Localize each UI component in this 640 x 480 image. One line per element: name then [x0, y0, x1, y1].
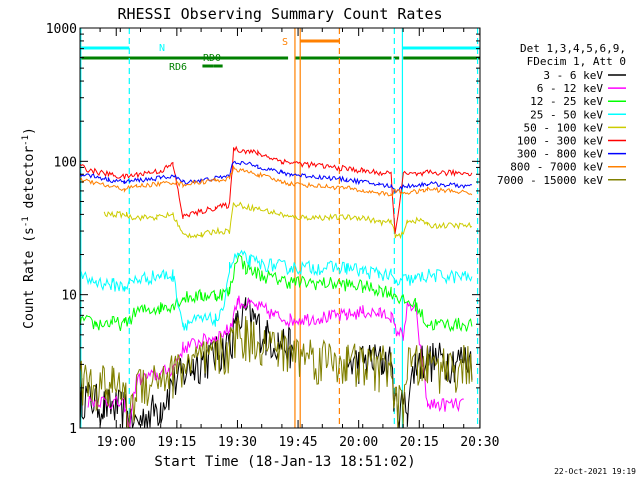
- legend-label-3: 25 - 50 keV: [530, 108, 603, 121]
- x-tick-label-4: 20:00: [339, 435, 378, 450]
- legend-label-6: 300 - 800 keV: [517, 148, 603, 161]
- y-axis: 1 10 100 1000: [46, 22, 480, 437]
- legend-label-7: 800 - 7000 keV: [510, 161, 603, 174]
- legend-header-1: Det 1,3,4,5,6,9,: [520, 42, 626, 55]
- series-12-25-kev: [79, 253, 473, 333]
- y-label-sup-1: -1: [21, 216, 31, 227]
- legend-label-8: 7000 - 15000 keV: [497, 174, 603, 187]
- series-25-50-kev: [79, 249, 473, 331]
- legend-label-2: 12 - 25 keV: [530, 95, 603, 108]
- y-label-main: Count Rate (s: [22, 227, 37, 329]
- series-300-800-kev: [79, 160, 472, 194]
- y-tick-label-2: 100: [54, 155, 77, 170]
- legend-label-0: 3 - 6 keV: [543, 69, 603, 82]
- footer-date: 22-Oct-2021 19:19: [554, 467, 636, 476]
- status-bars: [80, 39, 480, 68]
- x-tick-label-0: 19:00: [97, 435, 136, 450]
- series-50-100-kev: [103, 201, 473, 240]
- series-6-12-kev: [87, 295, 464, 429]
- y-label-mid: detector: [22, 146, 37, 217]
- legend-label-4: 50 - 100 keV: [524, 121, 604, 134]
- data-series: [79, 145, 473, 429]
- x-tick-label-1: 19:15: [157, 435, 196, 450]
- y-axis-label: Count Rate (s-1 detector-1): [21, 127, 37, 329]
- series-7000-15000-kev: [79, 316, 473, 429]
- x-axis-label: Start Time (18-Jan-13 18:51:02): [154, 454, 415, 470]
- annotation-rd6: RD6: [169, 62, 187, 73]
- y-tick-label-3: 1000: [46, 22, 77, 37]
- x-tick-label-2: 19:30: [218, 435, 257, 450]
- x-tick-label-6: 20:30: [460, 435, 499, 450]
- legend: Det 1,3,4,5,6,9, FDecim 1, Att 0 3 - 6 k…: [497, 42, 626, 187]
- legend-header-2: FDecim 1, Att 0: [527, 55, 626, 68]
- x-axis: 19:00 19:15 19:30 19:45 20:00 20:15 20:30: [97, 28, 499, 450]
- annotations: N RD0 RD6 S: [159, 37, 288, 73]
- series-100-300-kev: [79, 145, 473, 234]
- plot-frame: [79, 27, 481, 429]
- annotation-s: S: [282, 37, 288, 48]
- series-800-7000-kev: [79, 164, 473, 197]
- x-tick-label-3: 19:45: [278, 435, 317, 450]
- y-label-end: ): [22, 127, 37, 135]
- legend-label-1: 6 - 12 keV: [537, 82, 604, 95]
- annotation-rd0: RD0: [203, 53, 221, 64]
- y-tick-label-1: 10: [61, 289, 77, 304]
- chart-title: RHESSI Observing Summary Count Rates: [117, 5, 442, 23]
- y-label-sup-2: -1: [21, 135, 31, 146]
- y-tick-label-0: 1: [69, 422, 77, 437]
- annotation-n: N: [159, 43, 165, 54]
- x-tick-label-5: 20:15: [400, 435, 439, 450]
- legend-label-5: 100 - 300 keV: [517, 135, 603, 148]
